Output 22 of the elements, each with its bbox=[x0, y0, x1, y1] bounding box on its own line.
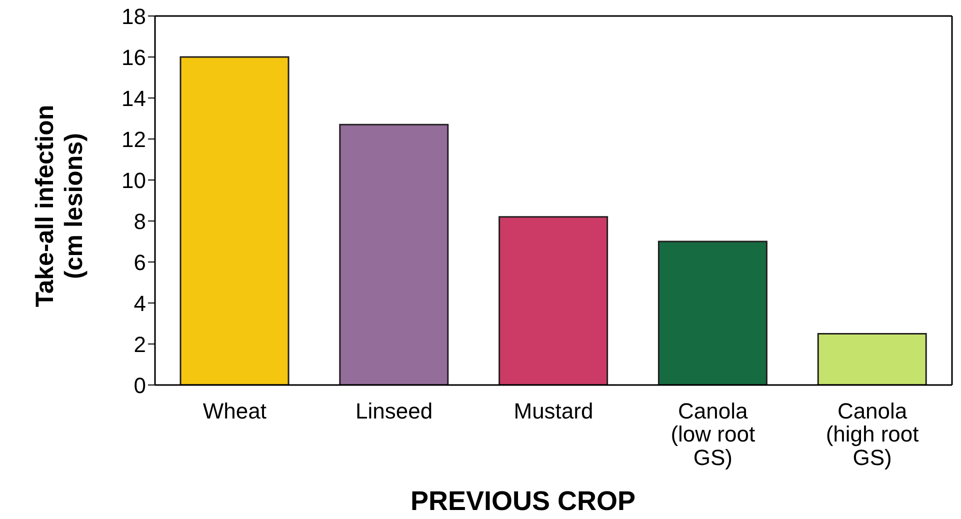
x-tick-label: Wheat bbox=[202, 398, 266, 424]
x-tick-label: Canola (low root GS) bbox=[670, 398, 756, 470]
y-tick-label: 18 bbox=[122, 4, 146, 29]
y-tick-label: 12 bbox=[122, 126, 146, 152]
x-tick-label: Linseed bbox=[356, 398, 433, 424]
y-tick-label: 14 bbox=[122, 86, 146, 111]
y-tick-label: 16 bbox=[122, 44, 146, 70]
y-tick-label: 10 bbox=[122, 168, 146, 193]
bar bbox=[498, 216, 608, 385]
x-axis-title: PREVIOUS CROP bbox=[410, 486, 636, 516]
bar bbox=[817, 333, 927, 385]
y-tick-label: 6 bbox=[134, 250, 146, 275]
y-tick-label: 4 bbox=[134, 290, 146, 316]
bar bbox=[339, 124, 449, 385]
x-tick-label: Canola (high root GS) bbox=[826, 398, 919, 470]
y-axis-title: Take-all infection (cm lesions) bbox=[31, 104, 88, 308]
y-tick-label: 2 bbox=[134, 332, 146, 357]
y-tick-label: 8 bbox=[134, 208, 146, 234]
bar bbox=[658, 240, 768, 385]
x-tick-label: Mustard bbox=[514, 398, 594, 424]
bar bbox=[180, 56, 290, 385]
y-tick-label: 0 bbox=[134, 372, 146, 398]
